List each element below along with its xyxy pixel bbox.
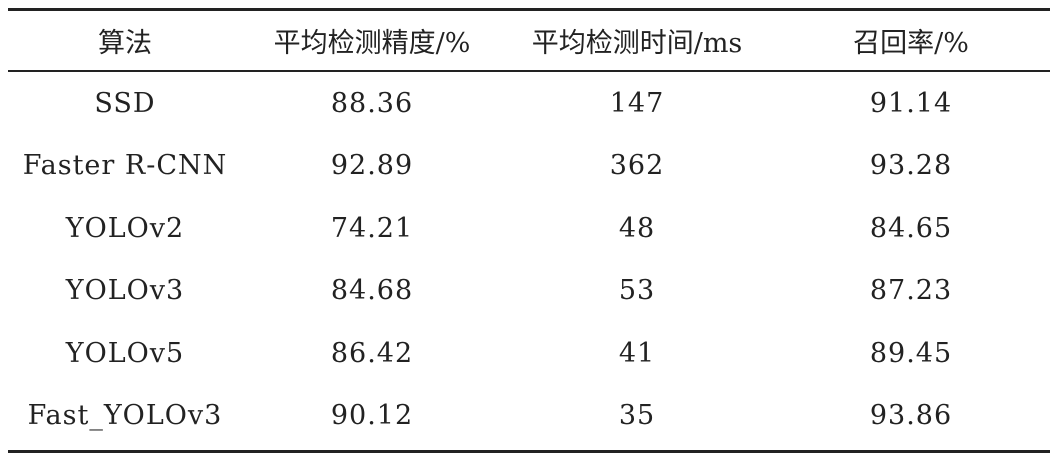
header-row: 算法 平均检测精度/% 平均检测时间/ms 召回率/%	[8, 11, 1050, 70]
cell-algorithm: YOLOv3	[65, 275, 185, 307]
cell-precision: 86.42	[330, 337, 414, 369]
cell-recall: 84.65	[869, 212, 953, 244]
cell-time: 48	[618, 212, 656, 244]
cell-recall: 93.86	[869, 400, 953, 432]
header-algorithm: 算法	[98, 28, 152, 59]
cell-algorithm: SSD	[94, 87, 156, 119]
cell-recall: 93.28	[869, 150, 953, 182]
table-row: SSD 88.36 147 91.14	[8, 70, 1050, 135]
cell-time: 41	[618, 337, 656, 369]
cell-precision: 90.12	[330, 400, 414, 432]
cell-algorithm: Faster R-CNN	[22, 150, 228, 182]
cell-precision: 74.21	[330, 212, 414, 244]
header-precision: 平均检测精度/%	[273, 28, 471, 59]
results-table: 算法 平均检测精度/% 平均检测时间/ms 召回率/% SSD 88.36 147 9…	[8, 11, 1050, 447]
cell-time: 35	[618, 400, 656, 432]
header-rule	[8, 70, 1050, 72]
cell-algorithm: Fast_YOLOv3	[27, 400, 223, 432]
cell-time: 53	[618, 275, 656, 307]
table-row: YOLOv3 84.68 53 87.23	[8, 260, 1050, 323]
cell-recall: 91.14	[869, 87, 953, 119]
top-rule	[8, 8, 1050, 11]
cell-precision: 88.36	[330, 87, 414, 119]
table-row: YOLOv5 86.42 41 89.45	[8, 322, 1050, 385]
header-recall: 召回率/%	[853, 28, 969, 59]
header-time: 平均检测时间/ms	[531, 28, 743, 59]
cell-recall: 89.45	[869, 337, 953, 369]
cell-recall: 87.23	[869, 275, 953, 307]
cell-time: 362	[609, 150, 665, 182]
cell-algorithm: YOLOv2	[65, 212, 185, 244]
bottom-rule	[8, 450, 1050, 453]
cell-precision: 92.89	[330, 150, 414, 182]
cell-precision: 84.68	[330, 275, 414, 307]
table-row: YOLOv2 74.21 48 84.65	[8, 197, 1050, 260]
table-row: Fast_YOLOv3 90.12 35 93.86	[8, 385, 1050, 448]
table-row: Faster R-CNN 92.89 362 93.28	[8, 135, 1050, 198]
cell-algorithm: YOLOv5	[65, 337, 185, 369]
cell-time: 147	[609, 87, 665, 119]
